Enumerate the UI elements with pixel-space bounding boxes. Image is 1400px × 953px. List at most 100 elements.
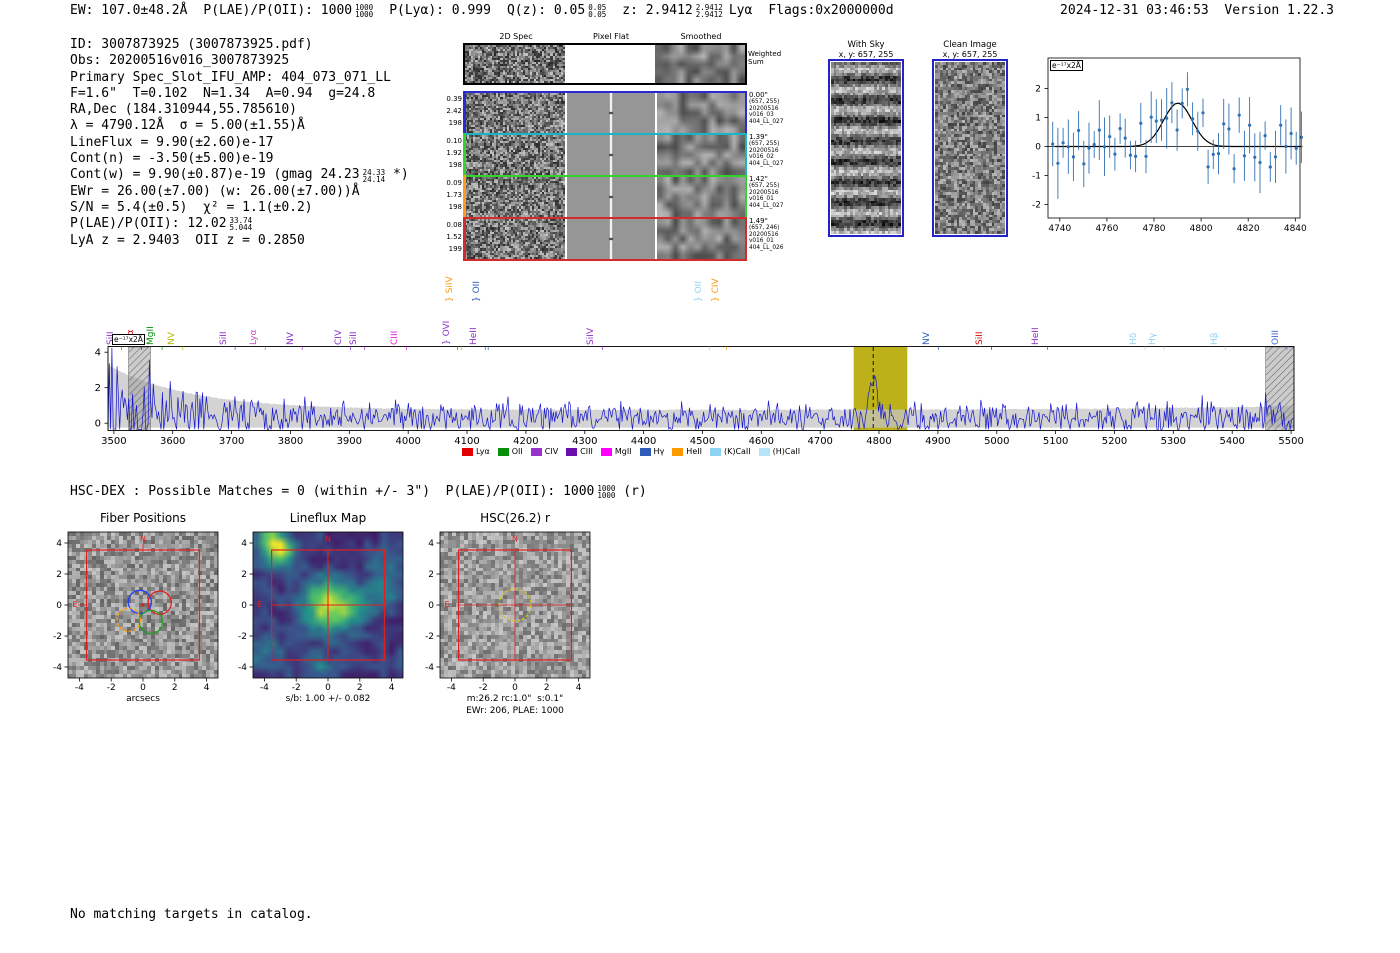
cutout-row-annotation-3: 1.42" (657, 255) 20200516 v016_01 404_LL_027 [749, 175, 784, 210]
withsky-coords: x, y: 657, 255 [838, 50, 894, 59]
hsc-cutout-title: HSC(26.2) r [480, 511, 550, 525]
info-line-10: S/N = 5.4(±0.5) χ² = 1.1(±0.2) [70, 199, 313, 215]
smoothed-canvas-row4 [657, 219, 745, 259]
svg-text:5400: 5400 [1219, 436, 1244, 447]
svg-text:-4: -4 [260, 683, 269, 693]
svg-text:-4: -4 [425, 663, 434, 673]
line-label-civ-16: } CIV [710, 278, 721, 302]
info-line-9: EWr = 26.00(±7.00) (w: 26.00(±7.00))Å [70, 183, 360, 199]
qz-stat: Q(z): 0.05 0.05 0.05 [507, 3, 606, 18]
z-line-type: Lyα [728, 3, 753, 18]
fiber-xlabel: arcsecs [126, 694, 160, 704]
line-label-heii-12: HeII [469, 327, 480, 345]
svg-text:0: 0 [512, 683, 518, 693]
qz-lo: 0.05 [588, 9, 607, 19]
svg-text:5200: 5200 [1102, 436, 1127, 447]
svg-text:4: 4 [576, 683, 582, 693]
svg-text:4780: 4780 [1143, 224, 1166, 234]
smoothed-canvas-row3 [657, 177, 745, 217]
line-label-ciii-9: CIII [390, 330, 401, 345]
fiber-positions-title: Fiber Positions [99, 511, 187, 525]
line-label-siii-8: SiII [348, 331, 359, 345]
svg-text:-4: -4 [75, 683, 84, 693]
line-label-siiv-14: SiIV [586, 327, 597, 345]
svg-text:2: 2 [172, 683, 178, 693]
legend-item-heii: HeII [672, 447, 702, 456]
legend-swatch [709, 447, 721, 456]
smoothed-canvas-row2 [657, 135, 745, 175]
line-label-ovi-10: } OVI [441, 320, 452, 345]
svg-text:5100: 5100 [1043, 436, 1068, 447]
legend-swatch [566, 447, 578, 456]
col-title-2dspec: 2D Spec [499, 32, 533, 41]
info-line-5: λ = 4790.12Å σ = 5.00(±1.55)Å [70, 118, 305, 134]
info-line-0: ID: 3007873925 (3007873925.pdf) [70, 37, 313, 52]
full-spectrum-plot: 3500 3600 3700 3800 3900 4000 4100 4200 4300 4400… [95, 346, 1304, 447]
svg-text:1: 1 [1035, 114, 1041, 124]
lineflux-map-title: Lineflux Map [289, 511, 367, 525]
weighted-sum-line2: Sum [748, 58, 764, 66]
legend-item-h: Hγ [639, 447, 664, 456]
info-line-2: Primary Spec_Slot_IFU_AMP: 404_073_071_L… [70, 69, 391, 85]
hsc-match-tail: (r) [615, 484, 647, 499]
lineflux-caption: s/b: 1.00 +/- 0.082 [285, 694, 371, 704]
cutout-row-values-2: 0.10 1.92 198 [446, 137, 462, 169]
qz-label: Q(z): 0.05 [506, 3, 586, 18]
spec2d-canvas-row1 [465, 93, 565, 133]
svg-text:-2: -2 [479, 683, 488, 693]
col-title-pixelflat: Pixel Flat [593, 32, 629, 41]
svg-text:3600: 3600 [160, 436, 185, 447]
svg-text:4: 4 [389, 683, 395, 693]
hsc-plae-hi: 1000 [597, 484, 616, 494]
info-line-3: F=1.6" T=0.102 N=1.34 A=0.94 g=24.8 [70, 85, 376, 101]
report-datetime: 2024-12-31 03:46:53 [1060, 3, 1209, 18]
weighted-flat-panel [565, 45, 655, 83]
line-label-nv-17: NV [922, 332, 933, 345]
header-stats: EW: 107.0±48.2Å P(LAE)/P(OII): 1000 1000 1… [70, 3, 894, 18]
zoom-ylabel: e⁻¹⁷x2Å [1050, 60, 1083, 71]
plae-stat: P(LAE)/P(OII): 1000 1000 1000 [203, 3, 373, 18]
gaussian-fit-curve [1055, 102, 1303, 148]
svg-text:4900: 4900 [925, 436, 950, 447]
svg-text:4800: 4800 [866, 436, 891, 447]
clean-image-coords: x, y: 657, 255 [942, 50, 998, 59]
footer-line-1: No matching targets in catalog. [70, 906, 313, 922]
svg-text:-4: -4 [238, 663, 247, 673]
info-line-6: LineFlux = 9.90(±2.60)e-17 [70, 134, 274, 150]
svg-text:-4: -4 [447, 683, 456, 693]
pixelflat-canvas-row4 [567, 219, 655, 259]
line-label-oii-15: } OII [693, 281, 704, 302]
svg-text:4100: 4100 [454, 436, 479, 447]
cutout-row-values-3: 0.09 1.73 198 [446, 179, 462, 211]
lyman-alpha-highlight-band [853, 347, 908, 431]
svg-text:0: 0 [428, 601, 434, 611]
legend-swatch [497, 447, 509, 456]
hsc-caption-params: m:26.2 rc:1.0" s:0.1" [466, 694, 564, 704]
svg-text:4: 4 [95, 348, 101, 359]
svg-text:4400: 4400 [631, 436, 656, 447]
weighted-sum-label: Weighted Sum [748, 50, 781, 66]
spec2d-canvas-row3 [465, 177, 565, 217]
z-stat: z: 2.9412 2.9412 2.9412 Lyα [622, 3, 752, 18]
legend-item-hcaii: (H)CaII [758, 447, 800, 456]
line-label-oii-13: } OII [472, 281, 483, 302]
pixelflat-canvas-row1 [567, 93, 655, 133]
svg-text:-2: -2 [107, 683, 116, 693]
hsc-caption-ew: EWr: 206, PLAE: 1000 [466, 706, 564, 716]
legend-item-mgii: MgII [600, 447, 632, 456]
legend-swatch [462, 447, 473, 456]
hsc-match-line: HSC-DEX : Possible Matches = 0 (within +… [70, 484, 647, 500]
svg-text:2: 2 [428, 570, 434, 580]
svg-text:-2: -2 [425, 632, 434, 642]
plae-hi: 1000 [355, 2, 374, 12]
svg-text:4600: 4600 [749, 436, 774, 447]
legend-item-ciii: CIII [566, 447, 593, 456]
svg-text:4820: 4820 [1237, 224, 1260, 234]
hsc-plae-lo: 1000 [597, 491, 616, 501]
cutout-row-values-4: 0.08 1.52 199 [446, 221, 462, 253]
qz-range: 0.05 0.05 [588, 3, 607, 19]
cutout-row-values-1: 0.39 2.42 198 [446, 95, 462, 127]
svg-text:4300: 4300 [572, 436, 597, 447]
spec2d-canvas-row2 [465, 135, 565, 175]
legend-swatch [600, 447, 612, 456]
